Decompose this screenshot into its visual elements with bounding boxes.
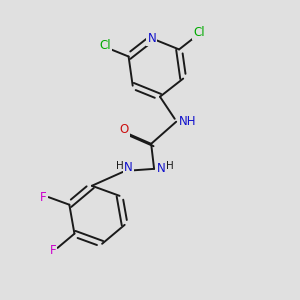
Text: O: O [119, 124, 129, 136]
Text: N: N [124, 161, 133, 175]
Text: H: H [166, 161, 173, 172]
Text: Cl: Cl [100, 39, 111, 52]
Text: NH: NH [179, 115, 196, 128]
Text: F: F [40, 191, 46, 204]
Text: N: N [157, 162, 166, 176]
Text: Cl: Cl [193, 26, 205, 39]
Text: N: N [147, 32, 156, 45]
Text: F: F [50, 244, 56, 257]
Text: H: H [116, 161, 124, 171]
